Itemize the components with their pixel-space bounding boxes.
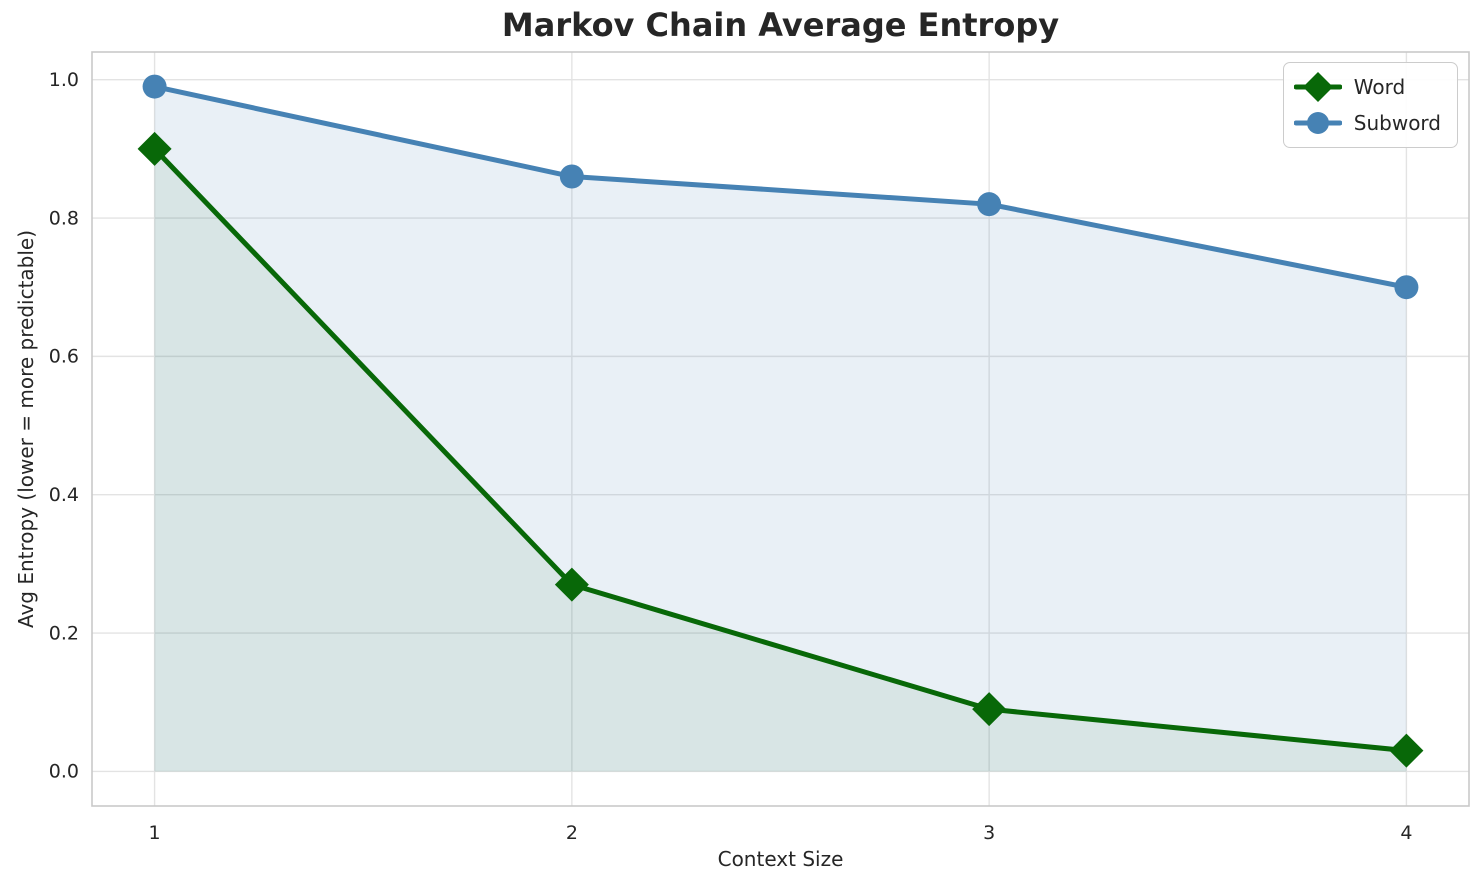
y-tick-label: 0.8: [49, 207, 79, 229]
data-point-subword: [977, 192, 1002, 217]
data-point-word: [554, 567, 589, 602]
y-axis-label: Avg Entropy (lower = more predictable): [14, 229, 38, 629]
y-tick-label: 1.0: [49, 69, 79, 91]
x-axis-label: Context Size: [717, 847, 844, 871]
y-tick-label: 0.0: [49, 761, 79, 783]
x-tick-label: 3: [983, 822, 995, 844]
data-point-word: [1389, 733, 1424, 768]
legend-label: Subword: [1353, 111, 1441, 135]
data-point-subword: [142, 74, 167, 99]
chart-title: Markov Chain Average Entropy: [501, 6, 1060, 44]
legend-diamond-marker-icon: [1293, 72, 1342, 102]
legend-circle-marker-icon: [1293, 112, 1342, 134]
data-point-subword: [1394, 275, 1419, 300]
x-tick-label: 4: [1400, 822, 1412, 844]
legend: Word Subword: [1282, 62, 1458, 148]
data-point-word: [137, 131, 172, 166]
series-line-word: [152, 146, 1409, 754]
x-tick-label: 1: [149, 822, 161, 844]
legend-item-word: Word: [1293, 71, 1441, 103]
y-tick-label: 0.6: [49, 346, 79, 368]
legend-label: Word: [1353, 75, 1406, 99]
x-tick-label: 2: [566, 822, 578, 844]
plot-border: [91, 51, 1470, 807]
y-tick-label: 0.4: [49, 484, 79, 506]
data-point-word: [972, 692, 1007, 727]
legend-item-subword: Subword: [1293, 107, 1441, 139]
series-area-word: [154, 148, 1407, 772]
series-line-subword: [152, 84, 1409, 290]
y-tick-label: 0.2: [49, 622, 79, 644]
series-area-subword: [154, 86, 1407, 772]
data-point-subword: [559, 164, 584, 189]
